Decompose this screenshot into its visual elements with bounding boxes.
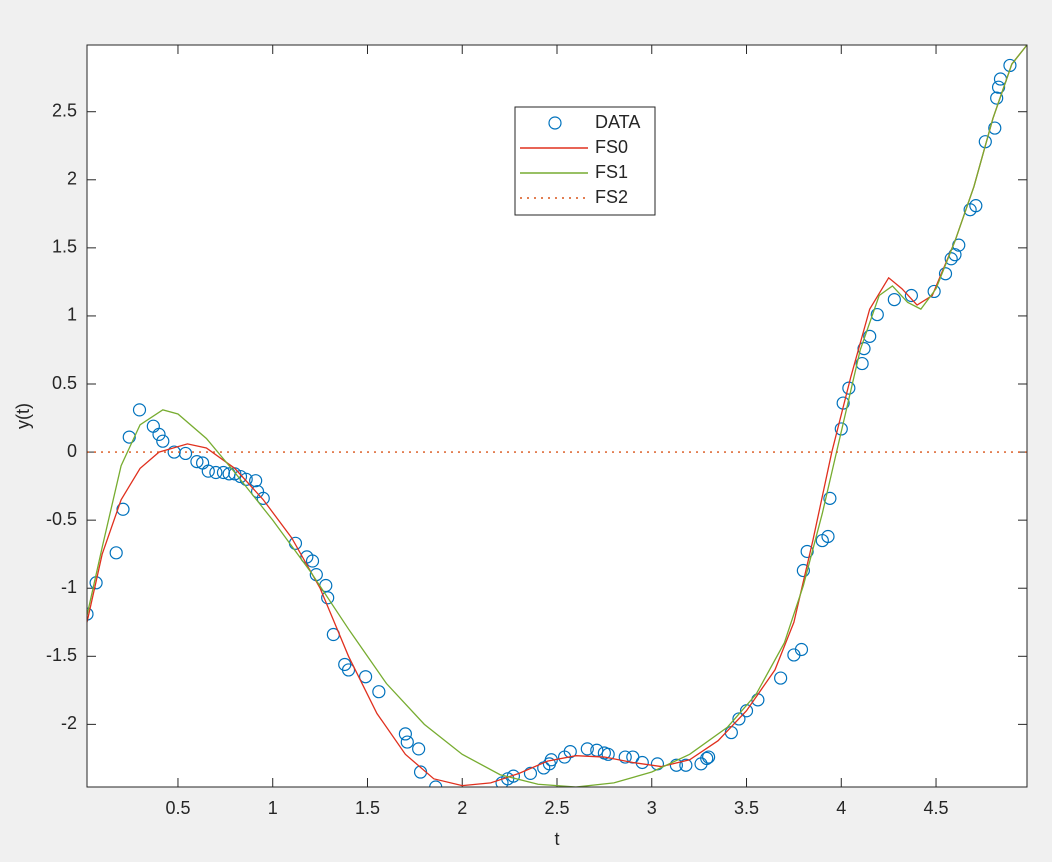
y-tick-label: -2 — [61, 713, 77, 733]
data-point — [988, 121, 1002, 135]
legend-label: FS2 — [595, 187, 628, 207]
legend-label: FS0 — [595, 137, 628, 157]
y-tick-label: 2.5 — [52, 100, 77, 120]
data-point — [358, 670, 373, 684]
legend-marker — [548, 116, 562, 130]
data-point — [122, 430, 136, 444]
data-point — [823, 491, 837, 505]
x-tick-label: 3 — [647, 798, 657, 818]
data-point — [398, 727, 412, 741]
data-point — [834, 422, 848, 436]
data-point — [618, 750, 632, 764]
data-point — [412, 742, 426, 756]
data-point — [944, 252, 958, 266]
x-tick-label: 3.5 — [734, 798, 759, 818]
axes-box — [86, 44, 1028, 788]
data-point — [156, 434, 170, 448]
data-point — [523, 766, 538, 780]
data-point — [201, 464, 215, 478]
data-point — [256, 491, 270, 505]
y-tick-label: -1.5 — [46, 645, 77, 665]
data-point — [794, 642, 809, 657]
data-point — [796, 563, 810, 578]
data-point — [563, 745, 577, 759]
series-line — [87, 45, 1027, 787]
data-point — [700, 751, 714, 766]
y-tick-label: -1 — [61, 577, 77, 597]
y-axis-label: y(t) — [13, 403, 33, 429]
data-point — [927, 284, 941, 299]
y-tick-label: -0.5 — [46, 509, 77, 529]
x-tick-label: 1.5 — [355, 798, 380, 818]
legend-label: FS1 — [595, 162, 628, 182]
data-point — [857, 342, 871, 356]
data-point — [429, 780, 443, 787]
data-point — [904, 288, 918, 303]
data-point — [152, 427, 166, 441]
data-point — [109, 546, 123, 560]
data-point — [702, 750, 716, 764]
legend-box — [514, 106, 656, 216]
data-point — [249, 474, 263, 488]
data-point — [855, 356, 869, 371]
data-point — [209, 465, 223, 480]
data-point — [990, 91, 1004, 105]
data-point — [863, 329, 877, 343]
x-tick-label: 2 — [457, 798, 467, 818]
data-point — [321, 591, 335, 605]
data-point — [116, 502, 130, 516]
y-tick-label: 0.5 — [52, 373, 77, 393]
x-tick-label: 4.5 — [924, 798, 949, 818]
x-tick-label: 0.5 — [165, 798, 190, 818]
data-point — [969, 199, 983, 213]
data-point — [774, 671, 788, 685]
data-point — [800, 544, 814, 559]
data-point — [87, 607, 94, 621]
data-point — [887, 292, 901, 307]
y-tick-label: 1 — [67, 305, 77, 325]
data-point — [938, 267, 953, 281]
data-point — [305, 554, 320, 568]
data-point — [372, 685, 386, 699]
y-tick-label: 0 — [67, 441, 77, 461]
data-point — [178, 446, 193, 461]
data-point — [341, 663, 356, 677]
x-tick-label: 2.5 — [544, 798, 569, 818]
data-point — [190, 455, 204, 469]
plot-marks — [87, 45, 1027, 787]
y-tick-label: 2 — [67, 169, 77, 189]
x-tick-label: 4 — [836, 798, 846, 818]
data-point — [679, 758, 693, 772]
x-axis-label: t — [554, 829, 559, 849]
data-point — [669, 758, 683, 772]
data-point — [132, 403, 147, 417]
data-point — [601, 747, 615, 761]
legend-label: DATA — [595, 112, 640, 132]
data-point — [732, 712, 746, 726]
data-point — [870, 307, 884, 322]
data-point — [580, 742, 594, 756]
data-point — [991, 80, 1006, 94]
data-point — [821, 529, 835, 544]
data-point — [400, 735, 414, 749]
y-tick-label: 1.5 — [52, 237, 77, 257]
x-tick-label: 1 — [268, 798, 278, 818]
